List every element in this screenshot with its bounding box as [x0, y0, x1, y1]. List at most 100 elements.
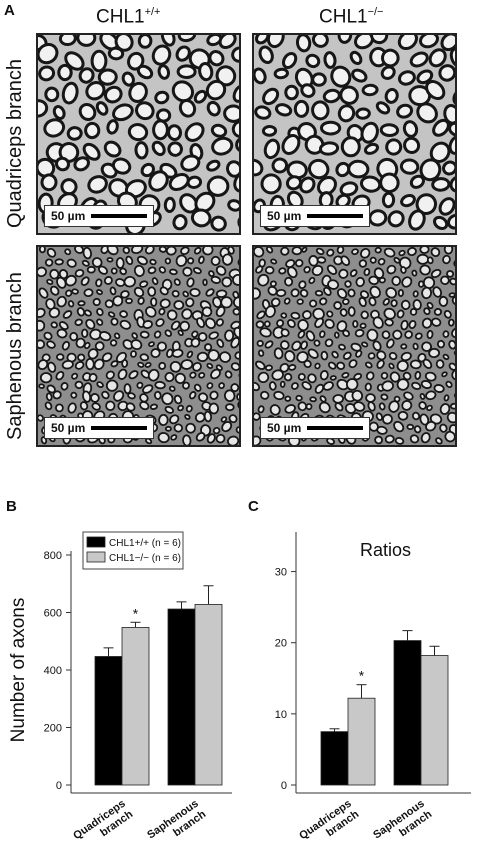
axon-profile — [215, 289, 228, 298]
axon-profile — [304, 134, 325, 155]
axon-profile — [365, 371, 375, 381]
axon-profile — [384, 434, 395, 444]
axon-profile — [379, 123, 400, 138]
axon-profile — [397, 410, 409, 421]
bar — [420, 655, 449, 786]
axon-profile — [171, 289, 180, 298]
axon-profile — [368, 275, 380, 286]
axon-profile — [154, 380, 166, 390]
axon-profile — [112, 295, 124, 307]
axon-profile — [274, 103, 293, 117]
axon-profile — [160, 35, 176, 47]
axon-profile — [443, 309, 452, 319]
axon-profile — [318, 401, 331, 414]
axon-profile — [323, 51, 337, 69]
axon-profile — [378, 276, 386, 284]
axon-profile — [40, 173, 58, 192]
bar — [320, 731, 349, 786]
axon-profile — [46, 340, 56, 349]
bar — [194, 604, 223, 786]
axon-profile — [451, 368, 455, 381]
axon-profile — [408, 209, 426, 231]
axon-profile — [204, 343, 213, 352]
axon-profile — [420, 380, 432, 389]
axon-profile — [330, 65, 352, 88]
axon-profile — [167, 141, 183, 157]
axon-profile — [145, 306, 157, 318]
axon-profile — [113, 332, 121, 340]
axon-profile — [361, 341, 369, 348]
axon-profile — [202, 247, 214, 256]
axon-profile — [164, 257, 172, 265]
axon-profile — [428, 48, 447, 68]
axon-profile — [290, 311, 301, 320]
axon-profile — [156, 341, 167, 352]
axon-profile — [67, 402, 77, 414]
bar — [393, 640, 422, 786]
axon-count-bar-chart: Number of axons 0 200 400 600 800 Quadricepsbr… — [8, 531, 232, 842]
column-header-wildtype: CHL1+/+ — [96, 6, 161, 28]
axon-profile — [39, 372, 53, 384]
axon-profile — [400, 343, 408, 350]
axon-profile — [273, 67, 289, 80]
axon-profile — [254, 158, 264, 177]
axon-profile — [309, 299, 318, 308]
axon-profile — [411, 381, 422, 390]
axon-profile — [109, 286, 117, 296]
axon-profile — [436, 339, 446, 349]
axon-profile — [148, 170, 169, 192]
axon-profile — [58, 35, 77, 47]
axon-profile — [231, 46, 239, 63]
axon-profile — [125, 297, 133, 305]
axon-profile — [136, 381, 144, 389]
axon-profile — [451, 295, 455, 306]
axon-profile — [287, 266, 298, 279]
axon-profile — [82, 372, 92, 382]
axon-profile — [422, 276, 436, 289]
axon-profile — [388, 400, 400, 413]
axon-profile — [142, 320, 153, 329]
axon-profile — [270, 258, 278, 265]
scale-bar: 50 µm — [44, 205, 154, 227]
axon-profile — [364, 361, 373, 369]
axon-profile — [453, 259, 455, 268]
axon-profile — [430, 247, 441, 258]
axon-profile — [172, 214, 188, 231]
axon-profile — [176, 64, 197, 80]
axon-profile — [448, 339, 455, 350]
axon-profile — [344, 280, 352, 288]
axon-profile — [207, 349, 220, 362]
axon-profile — [38, 287, 49, 299]
axon-profile — [311, 264, 324, 277]
axon-profile — [99, 331, 112, 342]
axon-profile — [299, 176, 316, 194]
axon-profile — [134, 141, 149, 160]
axon-profile — [164, 329, 173, 337]
axon-profile — [254, 435, 262, 445]
axon-profile — [340, 136, 361, 158]
axon-profile — [104, 299, 114, 309]
axon-profile — [184, 413, 191, 420]
axon-profile — [381, 380, 394, 392]
axon-profile — [323, 286, 332, 296]
axon-profile — [324, 338, 334, 348]
axon-profile — [216, 338, 225, 348]
axon-profile — [78, 103, 97, 121]
axon-profile — [230, 362, 239, 371]
axon-profile — [171, 348, 184, 358]
axon-profile — [369, 285, 381, 299]
axon-profile — [189, 391, 197, 400]
axon-profile — [449, 277, 455, 286]
axon-profile — [280, 312, 288, 319]
axon-profile — [296, 298, 304, 305]
axon-profile — [322, 88, 341, 104]
axon-profile — [414, 332, 423, 340]
axon-profile — [186, 350, 194, 359]
axon-profile — [195, 432, 206, 442]
axon-profile — [300, 83, 316, 98]
axon-profile — [221, 421, 233, 433]
axon-profile — [62, 310, 73, 319]
axon-profile — [367, 401, 376, 412]
axon-profile — [46, 278, 54, 285]
axon-profile — [173, 300, 185, 310]
